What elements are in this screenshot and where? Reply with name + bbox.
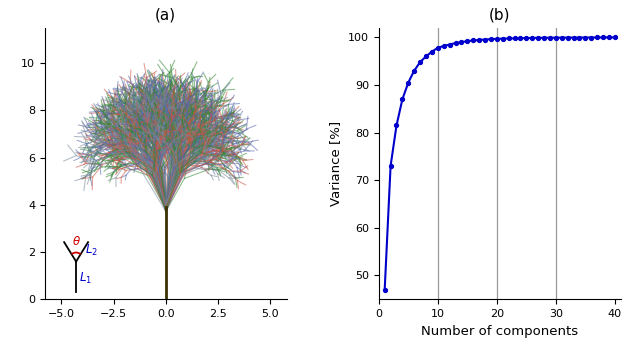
Title: (b): (b) [489, 8, 511, 23]
Text: $\theta$: $\theta$ [72, 235, 81, 248]
Y-axis label: Variance [%]: Variance [%] [330, 121, 342, 206]
Text: $L_2$: $L_2$ [85, 243, 98, 259]
Text: $L_1$: $L_1$ [79, 271, 92, 286]
X-axis label: Number of components: Number of components [421, 325, 579, 338]
Title: (a): (a) [156, 8, 177, 23]
